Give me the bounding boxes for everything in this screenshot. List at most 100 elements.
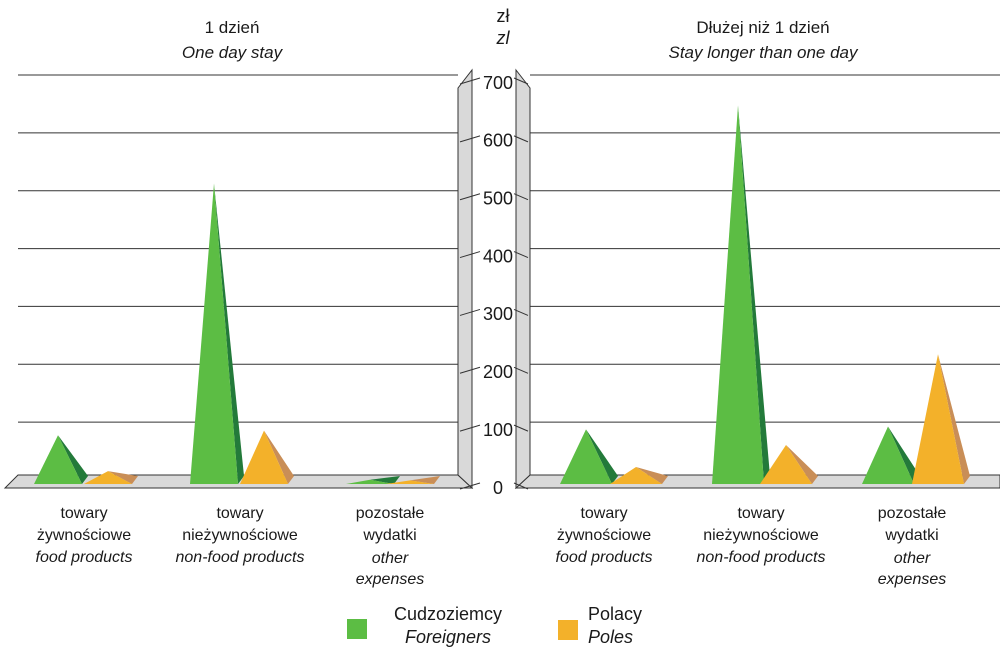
y-tick-label: 400: [483, 246, 513, 266]
legend: Cudzoziemcy Foreigners Polacy Poles: [347, 604, 642, 647]
legend-label-en: Poles: [588, 627, 633, 647]
pyramid-oneday-poles-0-side: [108, 471, 138, 484]
left-panel-title-pl: 1 dzień: [205, 18, 260, 37]
legend-label-pl: Polacy: [588, 604, 642, 624]
axis-unit-en: zl: [496, 28, 511, 48]
category-label: other: [894, 550, 931, 567]
category-label: expenses: [878, 571, 947, 588]
tick-mark: [459, 77, 481, 85]
tick-mark: [513, 135, 529, 143]
pyramid-longer-foreigners-2: [862, 426, 920, 484]
axis-unit-pl: zł: [497, 6, 510, 26]
y-tick-label: 500: [483, 188, 513, 208]
right-panel-title-pl: Dłużej niż 1 dzień: [696, 18, 829, 37]
right-panel-title-en: Stay longer than one day: [668, 43, 859, 62]
pyramid-oneday-foreigners-0-side: [58, 435, 88, 484]
tick-mark: [459, 482, 481, 490]
category-label: non-food products: [697, 549, 826, 566]
pyramid-longer-poles-0-front: [610, 467, 662, 484]
category-label: expenses: [356, 571, 425, 588]
chart-marks: [34, 105, 970, 485]
category-label: towary: [216, 505, 263, 522]
tick-mark: [459, 308, 481, 316]
tick-mark: [459, 135, 481, 143]
pyramid-oneday-foreigners-0-front: [34, 435, 82, 484]
tick-mark: [513, 366, 529, 374]
pyramid-oneday-foreigners-2-front: [346, 479, 394, 484]
tick-mark: [513, 482, 529, 490]
left-category-labels: towary żywnościowe food products towary …: [36, 505, 425, 588]
pyramid-oneday-foreigners-1-side: [214, 183, 244, 485]
y-tick-label: 700: [483, 73, 513, 93]
tick-mark: [459, 366, 481, 374]
pyramid-longer-foreigners-0: [560, 429, 618, 484]
y-tick-label: 600: [483, 131, 513, 151]
y-tick-label: 300: [483, 304, 513, 324]
category-label: pozostałe: [356, 505, 425, 522]
right-category-labels: towary żywnościowe food products towary …: [556, 505, 947, 588]
tick-mark: [513, 251, 529, 259]
pyramid-oneday-poles-2: [386, 476, 440, 484]
legend-swatch-poles: [558, 620, 578, 640]
y-tick-label: 200: [483, 362, 513, 382]
pyramid-oneday-foreigners-0: [34, 435, 88, 484]
category-label: żywnościowe: [557, 527, 651, 544]
pyramid-longer-foreigners-2-front: [862, 426, 914, 484]
pyramid-oneday-foreigners-2-side: [370, 476, 400, 484]
tick-mark: [513, 193, 529, 201]
tick-mark: [459, 251, 481, 259]
pyramid-oneday-poles-2-side: [410, 476, 440, 484]
tick-mark: [513, 77, 529, 85]
pyramid-oneday-foreigners-1: [190, 183, 244, 485]
pyramid-longer-foreigners-1-side: [738, 105, 770, 484]
category-label: non-food products: [176, 549, 305, 566]
category-label: wydatki: [884, 527, 938, 544]
legend-swatch-foreigners: [347, 619, 367, 639]
pyramid-longer-poles-1-side: [786, 445, 818, 484]
category-label: food products: [36, 549, 133, 566]
pyramid-oneday-poles-1-side: [264, 430, 294, 484]
pyramid-longer-poles-0-side: [636, 467, 668, 484]
category-label: food products: [556, 549, 653, 566]
category-label: towary: [60, 505, 107, 522]
legend-label-pl: Cudzoziemcy: [394, 604, 502, 624]
pyramid-oneday-poles-0: [84, 471, 138, 484]
pyramid-oneday-poles-1: [240, 430, 294, 484]
category-label: nieżywnościowe: [703, 527, 819, 544]
pyramid-longer-foreigners-0-side: [586, 429, 618, 484]
pyramid-oneday-foreigners-1-front: [190, 183, 238, 485]
pyramid-longer-poles-2-front: [912, 354, 964, 484]
pyramid-longer-poles-2-side: [938, 354, 970, 484]
tick-mark: [459, 193, 481, 201]
category-label: other: [372, 550, 409, 567]
pyramid-longer-foreigners-1-front: [712, 105, 764, 484]
pyramid-longer-poles-1-front: [760, 445, 812, 484]
tick-mark: [513, 424, 529, 432]
legend-label-en: Foreigners: [405, 627, 491, 647]
y-tick-label: 0: [493, 478, 503, 498]
y-tick-label: 100: [483, 420, 513, 440]
pyramid-longer-poles-1: [760, 445, 818, 484]
pyramid-oneday-foreigners-2: [346, 476, 400, 484]
pyramid-longer-foreigners-1: [712, 105, 770, 484]
pyramid-longer-foreigners-0-front: [560, 429, 612, 484]
category-label: towary: [737, 505, 784, 522]
category-label: nieżywnościowe: [182, 527, 298, 544]
pyramid-oneday-poles-0-front: [84, 471, 132, 484]
pyramid-longer-foreigners-2-side: [888, 426, 920, 484]
category-label: żywnościowe: [37, 527, 131, 544]
gridlines: 0 100 200 300 400 500 600 700: [18, 73, 1000, 498]
category-label: pozostałe: [878, 505, 947, 522]
pyramid-oneday-poles-2-front: [386, 480, 434, 484]
tick-mark: [513, 308, 529, 316]
pyramid-longer-poles-0: [610, 467, 668, 484]
pyramid-longer-poles-2: [912, 354, 970, 484]
pyramid-oneday-poles-1-front: [240, 430, 288, 484]
left-panel-title-en: One day stay: [182, 43, 284, 62]
left-axis-wall: [457, 68, 473, 490]
right-axis-wall: [515, 68, 531, 490]
category-label: towary: [580, 505, 627, 522]
tick-mark: [459, 424, 481, 432]
category-label: wydatki: [362, 527, 416, 544]
